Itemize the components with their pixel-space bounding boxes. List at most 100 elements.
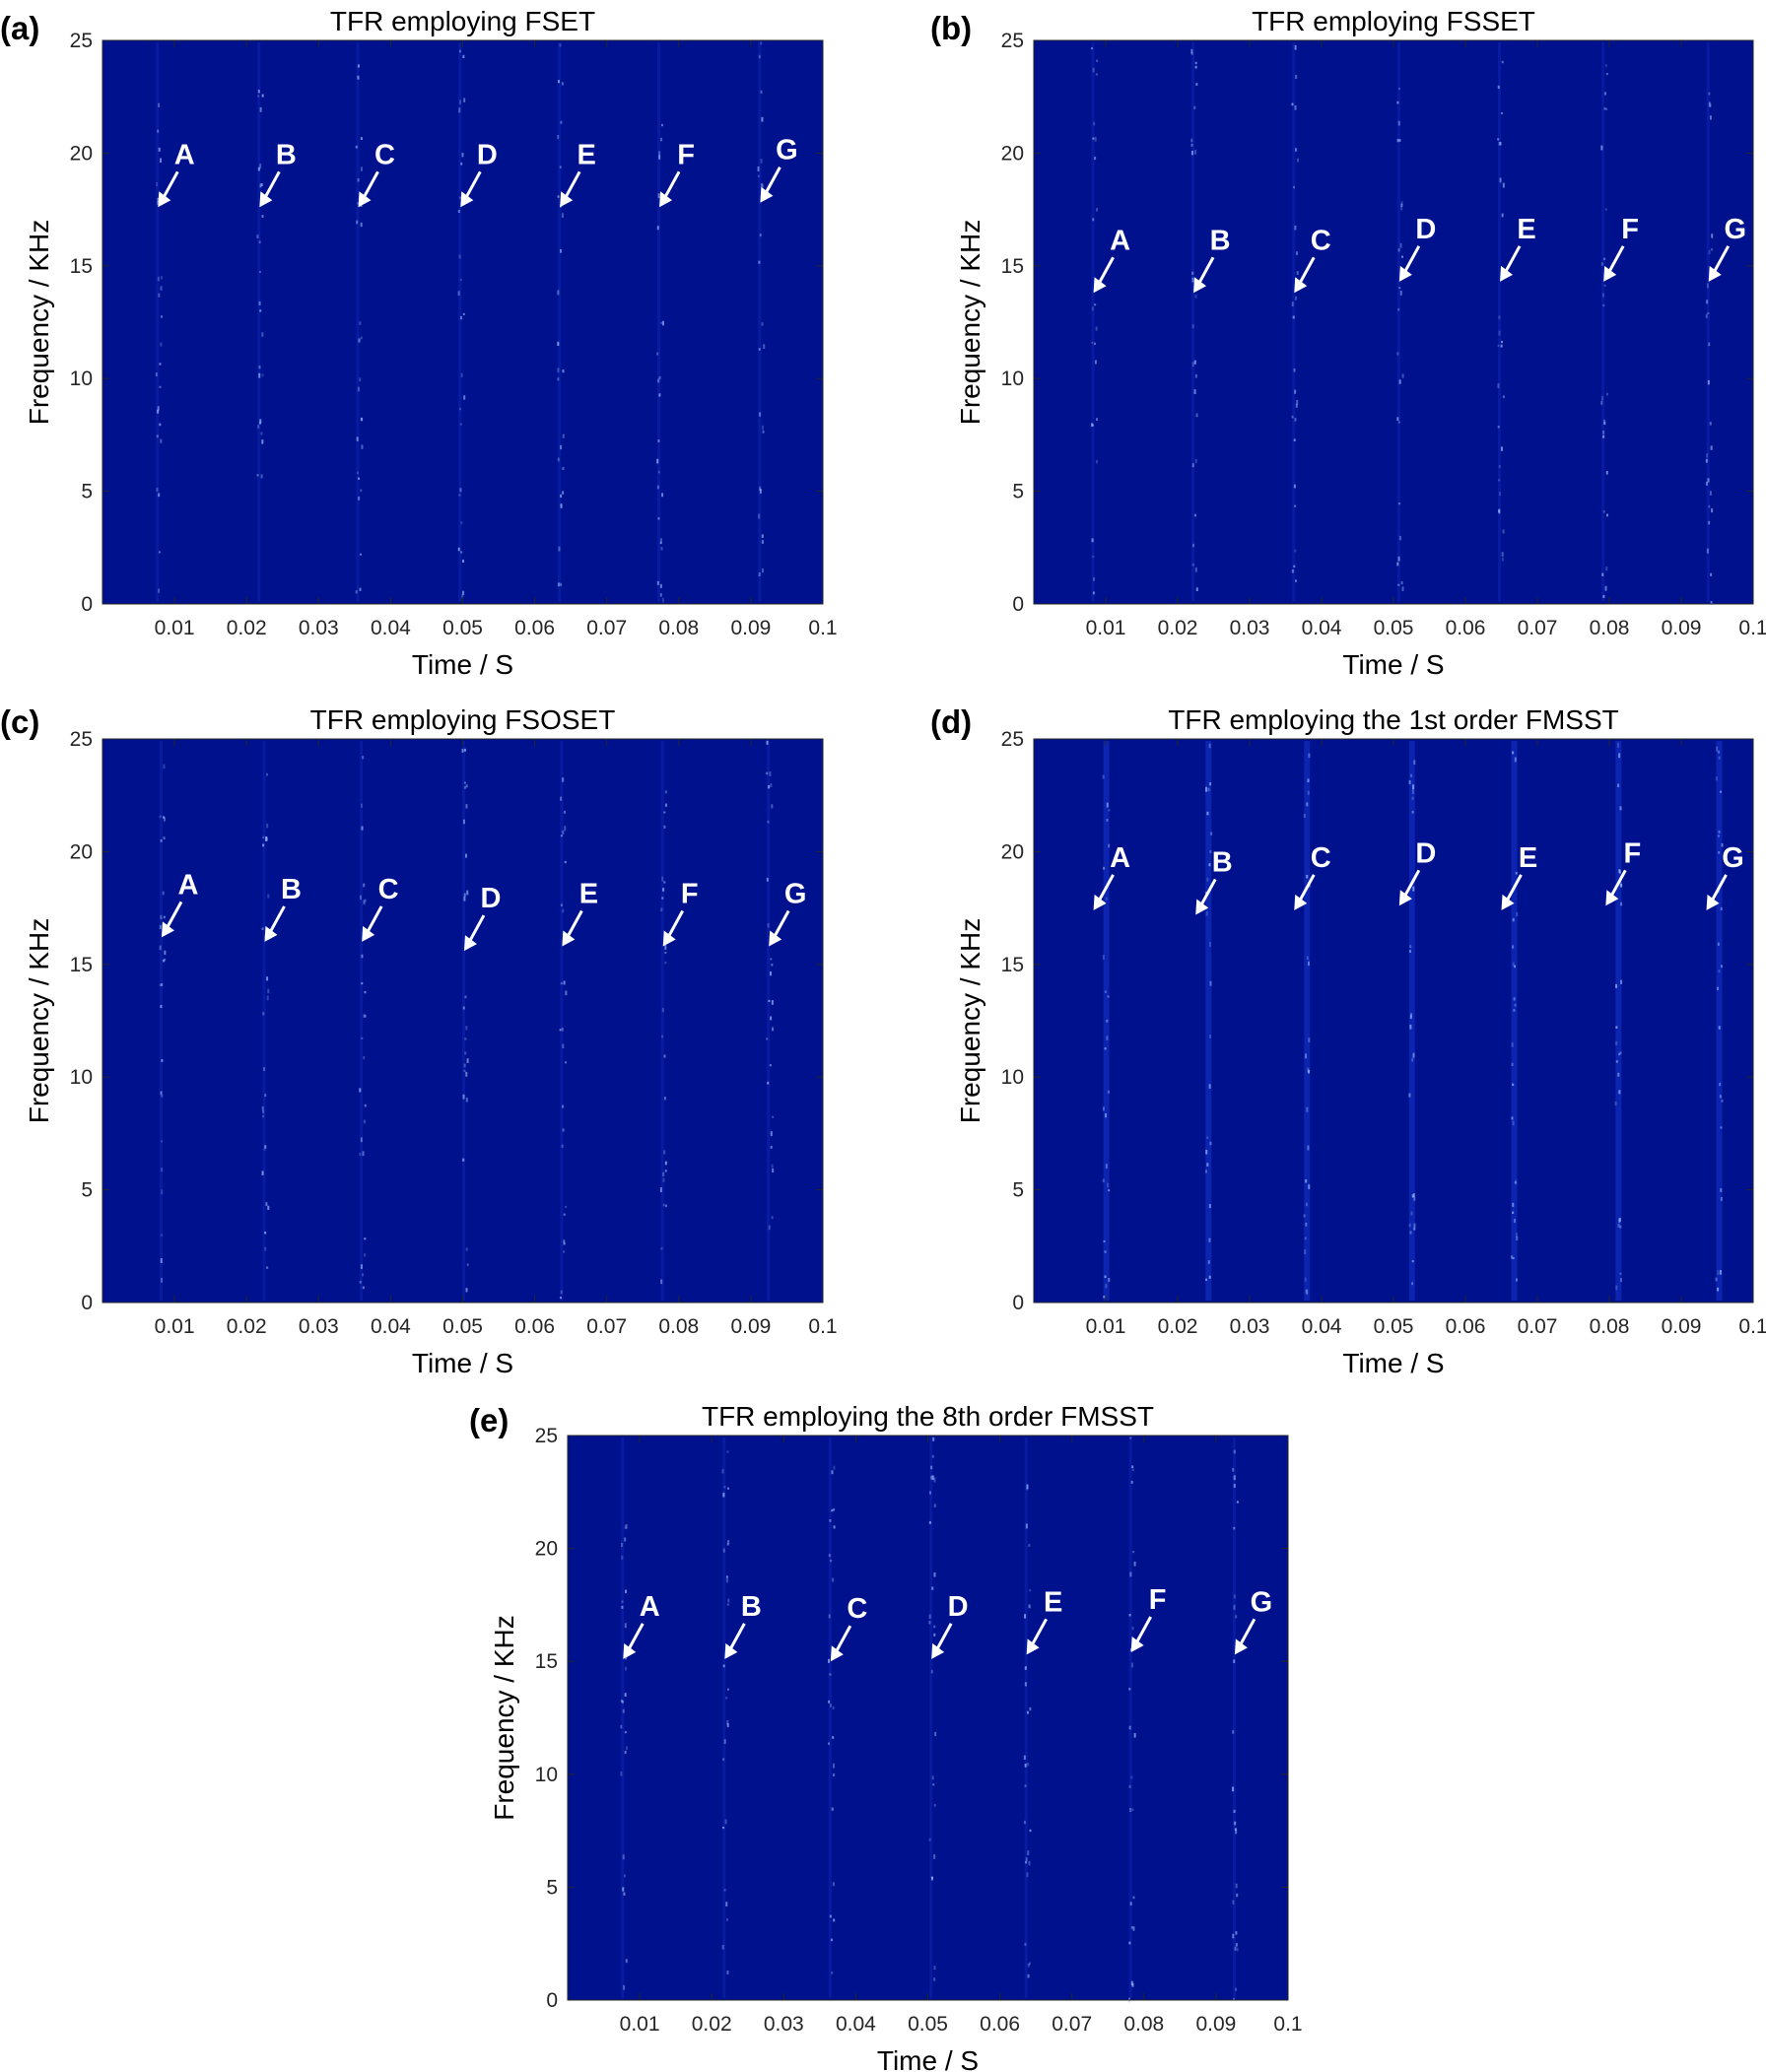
speck [160,1277,163,1283]
speck [723,1486,726,1489]
speck [1093,342,1096,346]
speck [1094,157,1097,161]
speck [560,120,563,124]
speck [1413,1228,1416,1231]
speck [458,107,461,113]
speck [721,1469,724,1474]
marker-label-G: G [1722,842,1744,874]
y-tick-label: 10 [535,1764,558,1786]
speck [1236,1893,1239,1898]
marker-arrow-C [830,1625,852,1662]
speck [466,890,469,896]
speck [562,1043,565,1049]
speck [624,1525,627,1530]
x-tick-label: 0.08 [1123,2013,1164,2036]
speck [264,1246,267,1251]
speck [257,425,260,429]
speck [1291,415,1294,419]
speck [771,804,774,809]
speck [662,320,665,326]
speck [1194,294,1197,299]
speck [159,815,162,819]
speck [1133,1561,1136,1567]
speck [1400,203,1403,208]
speck [1605,392,1608,396]
speck [767,820,770,824]
speck [1291,301,1294,306]
speck [159,983,162,987]
speck [159,924,162,930]
speck [621,1600,624,1604]
speck [259,309,262,312]
speck [1232,1900,1235,1905]
speck [663,1150,666,1155]
speck [1408,1223,1411,1228]
speck [772,1115,775,1118]
speck [1194,150,1197,155]
arrow-head [1605,890,1619,906]
speck [625,1524,628,1529]
speck [663,825,666,829]
speck [1104,1047,1107,1050]
speck [1103,1239,1106,1243]
speck [661,597,664,603]
arrow-head [463,935,477,952]
speck [1091,306,1094,311]
speck [1130,1980,1133,1985]
y-tick-label: 25 [535,1425,558,1447]
speck [1294,44,1297,50]
speck [461,594,464,599]
speck [759,489,762,494]
speck [1195,587,1198,592]
speck [1235,1830,1238,1835]
arrow-head [562,930,576,947]
speck [1233,1526,1236,1530]
speck [464,995,467,999]
speck [1501,111,1504,114]
speck [1305,1202,1308,1207]
marker-label-C: C [1311,225,1331,256]
speck [1296,270,1299,275]
speck [766,740,769,745]
marker-label-C: C [374,139,395,170]
speck [772,1027,775,1032]
marker-arrow-E [1501,874,1523,910]
speck [458,494,461,497]
speck [459,278,462,282]
speck [1235,1943,1238,1947]
speck [1294,389,1297,394]
speck [661,493,664,498]
speck [559,1297,562,1300]
speck [726,1543,729,1546]
speck [1604,64,1607,67]
speck [833,1465,836,1470]
speck [1721,842,1724,847]
speck [1513,997,1516,1001]
panel-label: (b) [930,10,972,46]
speck [560,981,563,985]
speck [1131,1626,1134,1631]
speck [1234,1828,1237,1832]
marker-label-F: F [681,878,699,909]
speck [928,1621,931,1625]
speck [933,1504,936,1507]
speck [722,1827,725,1830]
speck [1232,1933,1235,1939]
x-axis-label: Time / S [1342,1348,1444,1378]
speck [1207,1260,1210,1264]
ridge [1191,42,1195,602]
speck [262,1012,265,1016]
speck [262,1114,265,1118]
speck [1092,577,1095,581]
speck [463,1063,466,1068]
speck [1498,508,1501,514]
arrow-head [769,930,782,947]
speck [722,1664,725,1668]
speck [260,183,263,186]
speck [770,1016,773,1021]
speck [624,1730,627,1734]
y-tick-label: 5 [81,1179,93,1202]
speck [1128,1688,1131,1691]
speck [1209,782,1212,786]
speck [1092,218,1095,222]
